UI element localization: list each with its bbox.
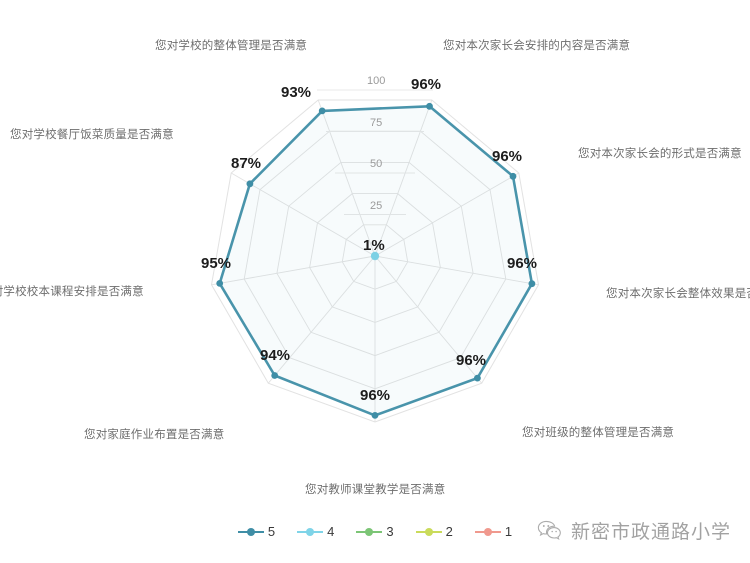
center-value-label: 1% — [363, 237, 385, 254]
watermark-text: 新密市政通路小学 — [571, 522, 732, 543]
legend-label-1: 1 — [504, 524, 513, 539]
radial-tick-50: 50 — [370, 158, 383, 170]
axis-label-7: 您对学校校本课程安排是否满意 — [0, 286, 144, 298]
radial-tick-75: 75 — [370, 117, 383, 129]
axis-label-1: 您对本次家长会安排的内容是否满意 — [443, 40, 631, 52]
axis-label-4: 您对班级的整体管理是否满意 — [522, 427, 675, 439]
value-label-2: 96% — [492, 148, 523, 165]
value-label-3: 96% — [507, 255, 538, 272]
value-label-7: 95% — [201, 255, 232, 272]
wechat-icon — [536, 518, 562, 544]
value-label-1: 96% — [411, 76, 442, 93]
legend-item-1[interactable]: 1 — [474, 524, 513, 539]
value-label-0: 93% — [281, 84, 312, 101]
chart-legend: 5 4 3 2 1 — [0, 524, 750, 539]
legend-marker-icon-2 — [415, 526, 442, 538]
value-label-6: 94% — [260, 347, 291, 364]
axis-label-5: 您对教师课堂教学是否满意 — [305, 484, 446, 496]
value-label-4: 96% — [456, 352, 487, 369]
axis-label-3: 您对本次家长会整体效果是否满意 — [606, 288, 750, 300]
axis-label-0: 您对学校的整体管理是否满意 — [155, 40, 308, 52]
axis-label-8: 您对学校餐厅饭菜质量是否满意 — [10, 129, 174, 141]
legend-marker-icon-4 — [297, 526, 324, 538]
legend-item-4[interactable]: 4 — [297, 524, 334, 539]
watermark: 新密市政通路小学 — [536, 517, 731, 544]
value-label-5: 96% — [360, 387, 391, 404]
axis-label-6: 您对家庭作业布置是否满意 — [84, 429, 225, 441]
legend-marker-icon-3 — [356, 526, 383, 538]
value-label-8: 87% — [231, 155, 262, 172]
legend-marker-icon-5 — [237, 526, 264, 538]
legend-item-3[interactable]: 3 — [356, 524, 394, 539]
legend-item-2[interactable]: 2 — [415, 524, 453, 539]
axis-label-2: 您对本次家长会的形式是否满意 — [578, 148, 742, 160]
legend-label-5: 5 — [267, 524, 276, 539]
radial-tick-100: 100 — [367, 75, 386, 87]
radial-tick-25: 25 — [370, 200, 383, 212]
legend-label-3: 3 — [386, 524, 394, 539]
legend-label-2: 2 — [445, 524, 453, 539]
legend-item-5[interactable]: 5 — [237, 524, 276, 539]
legend-marker-icon-1 — [474, 526, 501, 538]
legend-label-4: 4 — [327, 524, 335, 539]
